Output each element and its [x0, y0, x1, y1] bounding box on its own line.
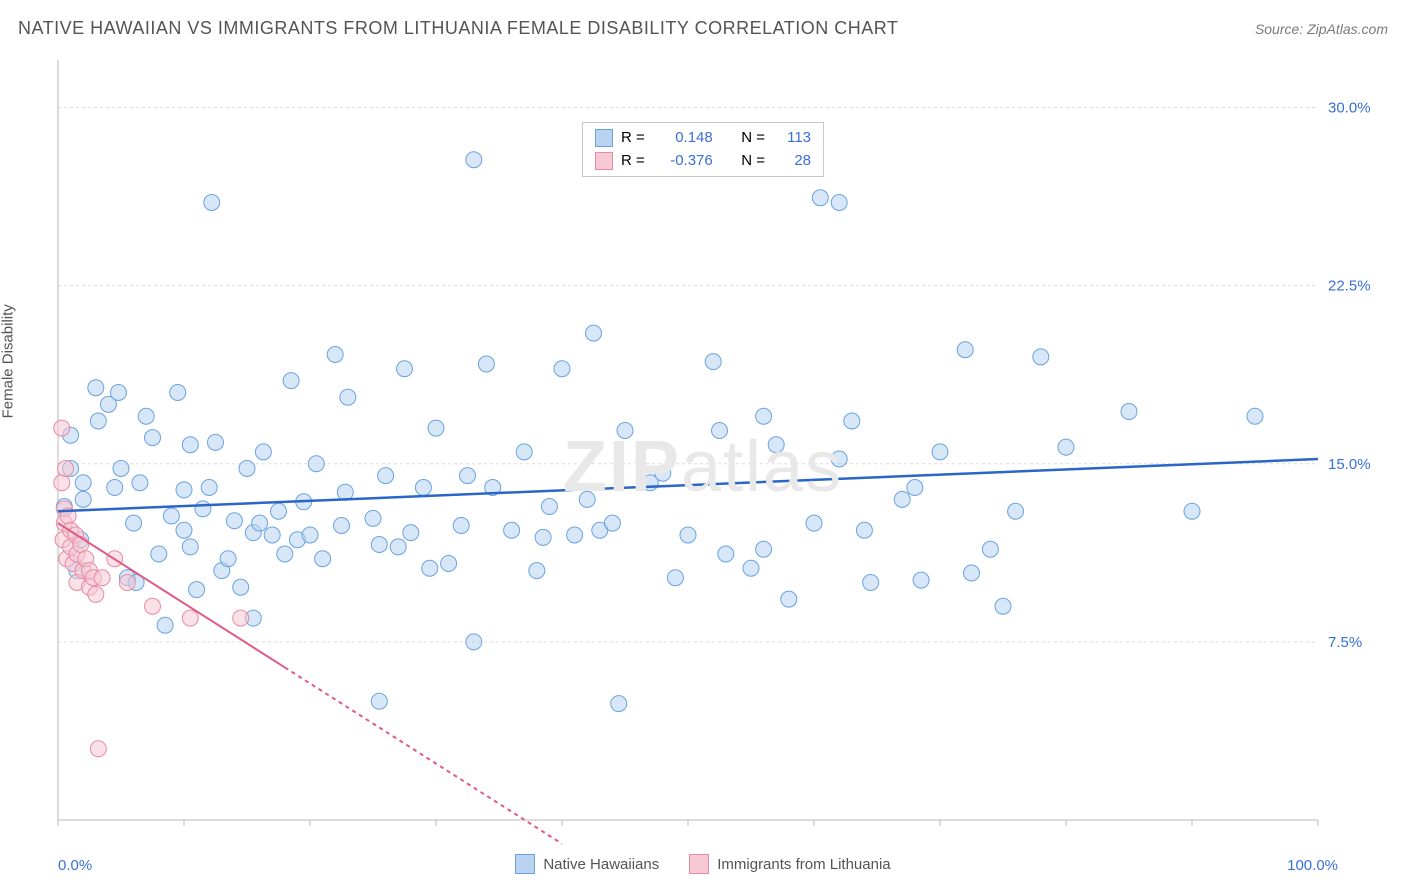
svg-text:15.0%: 15.0%: [1328, 456, 1371, 473]
n-value-1: 113: [773, 127, 811, 150]
r-value-2: -0.376: [653, 150, 713, 173]
svg-text:7.5%: 7.5%: [1328, 634, 1362, 651]
stats-swatch-1: [595, 129, 613, 147]
legend-label-1: Native Hawaiians: [543, 856, 659, 873]
y-axis-label: Female Disability: [0, 304, 17, 418]
legend-item-1: Native Hawaiians: [515, 854, 659, 874]
stats-swatch-2: [595, 152, 613, 170]
legend: Native Hawaiians Immigrants from Lithuan…: [18, 854, 1388, 874]
stats-row-series-1: R = 0.148 N = 113: [595, 127, 811, 150]
svg-text:30.0%: 30.0%: [1328, 100, 1371, 117]
chart-title: NATIVE HAWAIIAN VS IMMIGRANTS FROM LITHU…: [18, 18, 898, 39]
stats-row-series-2: R = -0.376 N = 28: [595, 150, 811, 173]
legend-swatch-1: [515, 854, 535, 874]
chart-area: Female Disability 7.5%15.0%22.5%30.0% ZI…: [18, 60, 1388, 874]
correlation-stats-box: R = 0.148 N = 113 R = -0.376 N = 28: [582, 122, 824, 177]
scatter-plot: 7.5% 15.0% 22.5% 30.0%: [18, 60, 1388, 850]
legend-swatch-2: [689, 854, 709, 874]
chart-header: NATIVE HAWAIIAN VS IMMIGRANTS FROM LITHU…: [18, 18, 1388, 39]
n-value-2: 28: [773, 150, 811, 173]
r-value-1: 0.148: [653, 127, 713, 150]
svg-text:22.5%: 22.5%: [1328, 278, 1371, 295]
legend-label-2: Immigrants from Lithuania: [717, 856, 890, 873]
legend-item-2: Immigrants from Lithuania: [689, 854, 890, 874]
chart-source: Source: ZipAtlas.com: [1255, 21, 1388, 37]
